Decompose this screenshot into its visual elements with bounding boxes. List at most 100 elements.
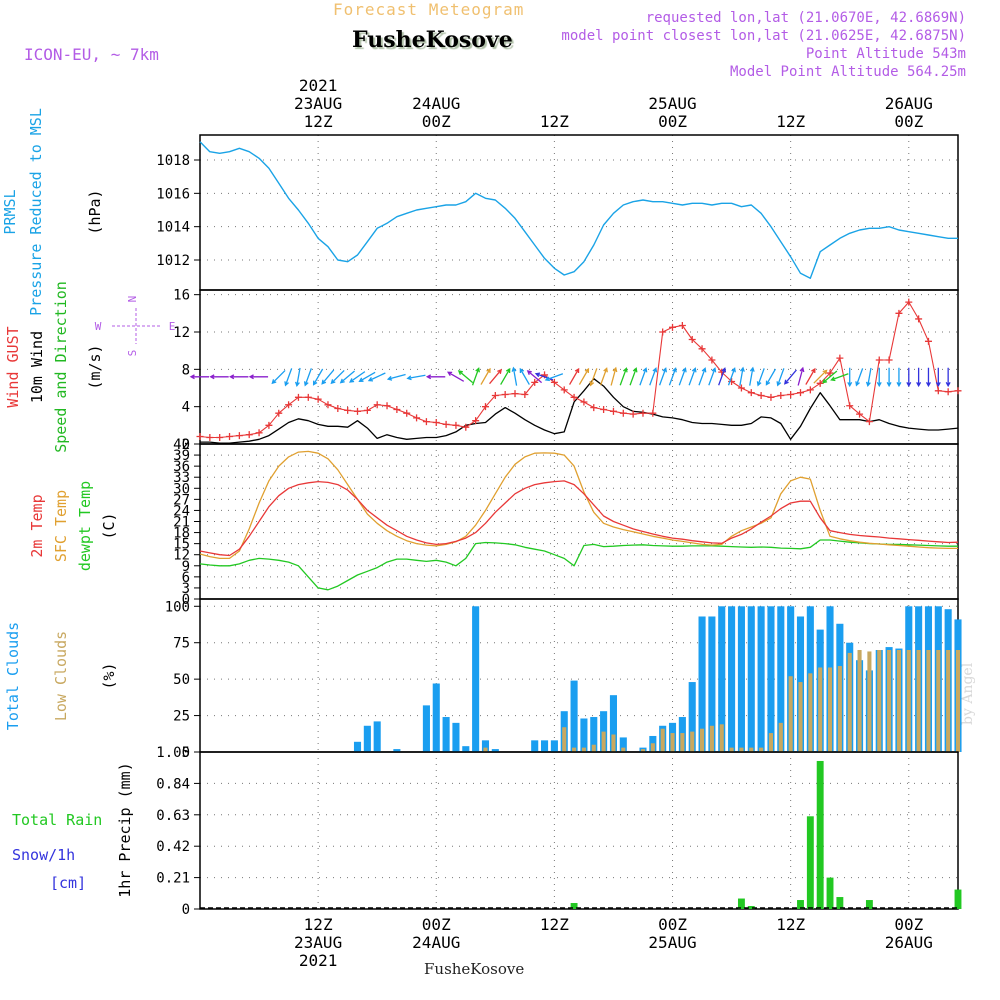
- y-tick-label: 1018: [156, 153, 190, 169]
- compass-e: E: [169, 320, 176, 333]
- low-cloud-bar: [650, 743, 655, 752]
- rain-bar: [954, 889, 962, 909]
- total-cloud-bar: [757, 606, 765, 752]
- wind-direction-arrow: [312, 368, 324, 386]
- gust-marker: [383, 402, 391, 410]
- time-label-bottom: 00Z: [658, 915, 687, 934]
- panel-precip: 0 0.21 0.42 0.63 0.84 1.05 1hr Precip (mm) Tota…: [12, 745, 962, 918]
- series-wind-gust: [199, 301, 959, 439]
- gust-marker: [934, 387, 942, 395]
- gust-marker: [747, 389, 755, 397]
- time-label-top: 23AUG: [294, 94, 342, 113]
- time-label-top: 00Z: [894, 112, 923, 131]
- wind-direction-arrow: [229, 374, 249, 380]
- time-label-top: 26AUG: [885, 94, 933, 113]
- panel-wind: 0 4 8 12 16 Wind GUST 10m Wind Speed and Direct…: [4, 281, 962, 453]
- series-2m-temp: [199, 480, 959, 557]
- wind-direction-arrow: [718, 367, 727, 386]
- low-cloud-bar: [857, 650, 862, 752]
- wind-direction-arrow: [830, 373, 849, 382]
- snow-unit-legend: [cm]: [50, 874, 86, 892]
- gust-marker: [954, 387, 962, 395]
- compass-n: N: [126, 296, 139, 303]
- low-cloud-bar: [749, 747, 754, 752]
- snow-legend: Snow/1h: [12, 846, 75, 864]
- gust-marker: [294, 393, 302, 401]
- wind-direction-arrow: [865, 367, 872, 387]
- axis-label-line: Pressure Reduced to MSL: [27, 108, 45, 316]
- gust-marker: [432, 419, 440, 427]
- wind-direction-arrow: [896, 367, 902, 388]
- gust-marker: [669, 323, 677, 331]
- low-cloud-bar: [483, 747, 488, 752]
- low-cloud-bar: [611, 734, 616, 752]
- gust-marker: [245, 431, 253, 439]
- wind-direction-arrow: [589, 368, 598, 387]
- y-tick-label: 36: [173, 459, 190, 475]
- low-cloud-bar: [690, 731, 695, 752]
- gust-marker: [452, 421, 460, 429]
- footer-location: FusheKosove: [424, 960, 525, 978]
- series-prmsl: [199, 141, 958, 279]
- low-cloud-bar: [916, 650, 921, 752]
- gust-marker: [521, 391, 529, 399]
- axis-label-line: Wind GUST: [4, 326, 22, 407]
- gust-marker: [875, 356, 883, 364]
- panel-frame: [199, 289, 959, 445]
- low-cloud-bar: [887, 650, 892, 752]
- total-cloud-bar: [698, 616, 706, 752]
- wind-direction-arrow: [886, 367, 892, 388]
- wind-direction-arrow: [386, 373, 406, 381]
- gust-marker: [206, 433, 214, 441]
- gust-marker: [413, 414, 421, 422]
- gust-marker: [619, 409, 627, 417]
- total-cloud-bar: [718, 606, 726, 752]
- panel-frame: [199, 598, 959, 753]
- low-cloud-bar: [729, 747, 734, 752]
- wind-direction-arrow: [489, 368, 502, 385]
- y-tick-label: 9: [182, 559, 190, 575]
- rain-bar: [737, 898, 745, 909]
- y-tick-label: 18: [173, 526, 190, 542]
- wind-direction-arrow: [935, 367, 941, 388]
- low-cloud-bar: [709, 725, 714, 752]
- low-cloud-bar: [837, 666, 842, 752]
- location-title: FusheKosove: [352, 27, 513, 53]
- wind-direction-arrow: [756, 368, 765, 387]
- y-tick-label: 39: [173, 448, 190, 464]
- panel-clouds: 0 25 50 75 100 Total Clouds Low Clouds (%): [4, 598, 962, 761]
- axis-label-line: 1hr Precip (mm): [116, 762, 134, 897]
- y-tick-label: 12: [173, 325, 190, 341]
- gust-marker: [885, 356, 893, 364]
- gust-marker: [777, 391, 785, 399]
- low-cloud-bar: [719, 724, 724, 752]
- low-cloud-bar: [572, 747, 577, 752]
- total-cloud-bar: [570, 680, 578, 752]
- time-label-bottom: 00Z: [894, 915, 923, 934]
- gust-marker: [275, 409, 283, 417]
- total-cloud-bar: [688, 682, 696, 752]
- low-cloud-bar: [739, 747, 744, 752]
- wind-direction-arrow: [749, 366, 755, 386]
- rain-bar: [816, 760, 824, 909]
- wind-direction-arrow: [294, 367, 301, 387]
- total-cloud-bar: [609, 695, 617, 752]
- gust-marker: [196, 433, 204, 441]
- gust-marker: [600, 405, 608, 413]
- total-cloud-bar: [442, 717, 450, 752]
- total-cloud-bar: [708, 616, 716, 752]
- total-cloud-bar: [373, 721, 381, 752]
- wind-direction-arrow: [578, 367, 590, 385]
- wind-direction-arrow: [649, 367, 658, 386]
- low-cloud-bar: [896, 650, 901, 752]
- gust-marker: [216, 433, 224, 441]
- time-label-top: 12Z: [540, 112, 569, 131]
- series-10m-wind: [200, 378, 959, 444]
- gust-marker: [698, 345, 706, 353]
- series-sfc-temp: [199, 450, 958, 560]
- wind-direction-arrow: [847, 367, 853, 388]
- gust-marker: [846, 402, 854, 410]
- wind-direction-arrow: [813, 369, 828, 384]
- wind-direction-arrow: [284, 368, 293, 387]
- wind-direction-arrow: [321, 369, 335, 385]
